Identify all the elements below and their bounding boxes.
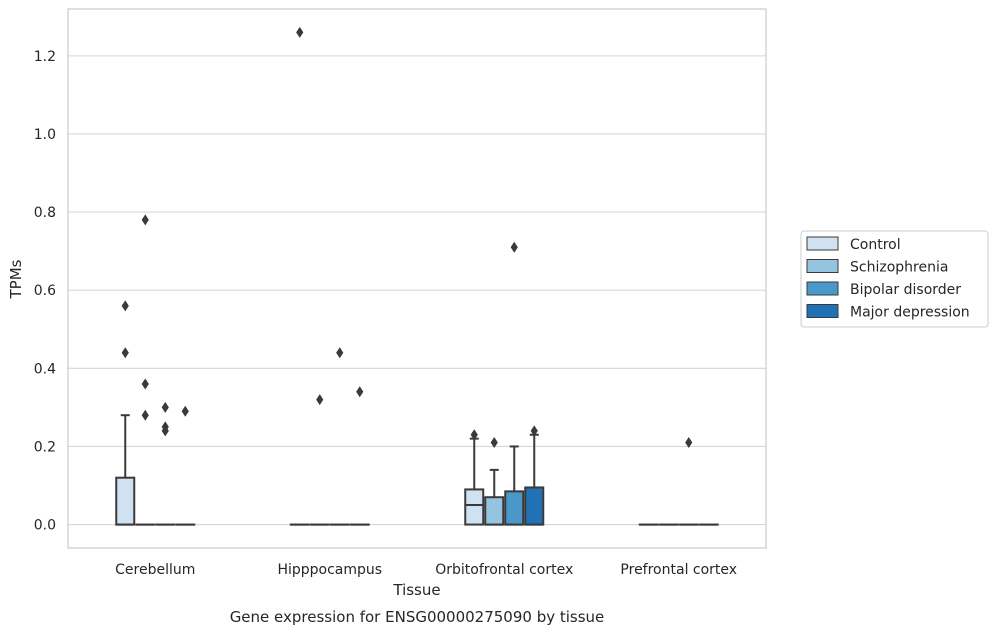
legend-label: Major depression <box>850 305 970 321</box>
legend-swatch <box>806 236 839 251</box>
outlier-point <box>316 394 324 406</box>
outlier-point <box>141 409 149 421</box>
outlier-point <box>161 401 169 413</box>
box-cerebellum-bipolar-disorder <box>155 401 176 526</box>
box-orbitofrontal-cortex-control <box>464 429 485 526</box>
outlier-point <box>490 437 498 449</box>
x-tick-label: Orbitofrontal cortex <box>435 562 573 578</box>
box-body <box>524 486 545 526</box>
box-body <box>115 476 136 526</box>
box-layer <box>115 26 719 526</box>
plot-area <box>68 9 766 548</box>
outlier-point <box>161 421 169 433</box>
plot-frame <box>67 8 767 549</box>
x-tick-label: Cerebellum <box>115 562 195 578</box>
box-cerebellum-schizophrenia <box>135 214 156 526</box>
outlier-point <box>121 347 129 359</box>
box-body <box>464 488 485 526</box>
legend-frame <box>800 230 989 328</box>
x-tick-label: Hipppocampus <box>277 562 382 578</box>
box-cerebellum-major-depression <box>175 405 196 526</box>
box-hipppocampus-major-depression <box>349 386 370 526</box>
box-body <box>484 496 505 526</box>
y-tick-label: 0.0 <box>34 518 56 534</box>
legend-swatch <box>806 259 839 273</box>
outlier-point <box>685 437 693 449</box>
outlier-point <box>336 347 344 359</box>
box-orbitofrontal-cortex-major-depression <box>524 425 545 526</box>
outlier-point <box>470 429 478 441</box>
y-tick-label: 0.2 <box>34 439 56 455</box>
box-hipppocampus-control <box>289 26 310 526</box>
box-body <box>504 490 525 526</box>
outlier-point <box>141 214 149 226</box>
legend-label: Schizophrenia <box>850 260 948 276</box>
y-axis-title: TPMs <box>7 259 25 299</box>
outlier-point <box>356 386 364 398</box>
box-cerebellum-control <box>115 300 136 526</box>
outlier-point <box>141 378 149 390</box>
y-tick-labels: 0.0 0.2 0.4 0.6 0.8 1.0 1.2 <box>34 49 56 534</box>
box-hipppocampus-bipolar-disorder <box>329 347 350 526</box>
grid-lines <box>68 55 766 526</box>
legend-label: Bipolar disorder <box>850 282 961 298</box>
box-orbitofrontal-cortex-bipolar-disorder <box>504 241 525 526</box>
y-tick-label: 0.8 <box>34 205 56 221</box>
x-tick-label: Prefrontal cortex <box>620 562 737 578</box>
legend-swatch <box>806 304 839 318</box>
box-hipppocampus-schizophrenia <box>309 394 330 526</box>
box-orbitofrontal-cortex-schizophrenia <box>484 437 505 526</box>
y-tick-label: 0.6 <box>34 283 56 299</box>
figure-caption: Gene expression for ENSG00000275090 by t… <box>230 608 605 626</box>
y-tick-label: 1.2 <box>34 49 56 65</box>
outlier-point <box>530 425 538 437</box>
legend-swatch <box>806 281 839 296</box>
box-prefrontal-cortex-bipolar-disorder <box>678 437 699 526</box>
outlier-point <box>510 241 518 253</box>
y-tick-label: 0.4 <box>34 361 56 377</box>
outlier-point <box>296 26 304 38</box>
y-tick-label: 1.0 <box>34 127 56 143</box>
legend: Control Schizophrenia Bipolar disorder Majo… <box>800 230 989 328</box>
x-axis-title: Tissue <box>392 581 440 599</box>
outlier-point <box>181 405 189 417</box>
outlier-point <box>121 300 129 312</box>
x-tick-labels: Cerebellum Hipppocampus Orbitofrontal cort… <box>115 562 737 578</box>
legend-label: Control <box>850 237 901 253</box>
